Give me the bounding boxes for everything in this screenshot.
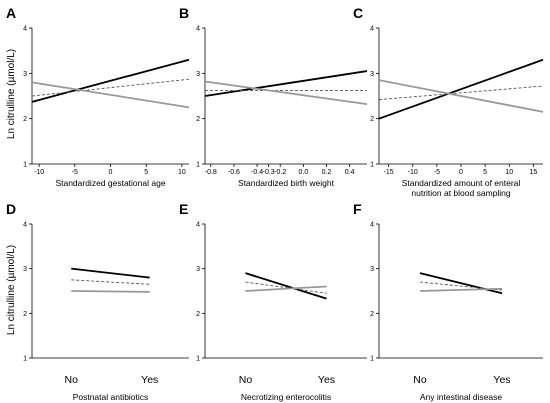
x-axis-label: Standardized amount of enteral	[402, 178, 521, 188]
x-tick-label: -0.2	[274, 169, 286, 176]
category-label: Yes	[318, 374, 335, 386]
x-tick-label: 15	[529, 169, 537, 176]
series-line-black	[71, 267, 150, 279]
x-tick-label: 10	[505, 169, 513, 176]
panel-label: C	[353, 5, 363, 21]
x-tick-label: 5	[144, 169, 148, 176]
series-line-gray	[378, 79, 544, 113]
series-line-dashed	[31, 78, 190, 97]
category-label: No	[65, 374, 79, 386]
x-tick-label: -0.3	[263, 169, 275, 176]
series-line-gray	[245, 285, 327, 292]
y-axis-label-bottom: Ln citrulline (µmol/L)	[6, 245, 17, 335]
x-tick-label: -5	[72, 169, 78, 176]
series-line-gray	[71, 290, 150, 293]
panel-label: A	[6, 5, 16, 21]
series-line-dashed	[245, 281, 327, 294]
y-tick-label: 3	[23, 71, 27, 78]
x-tick-label: -0.8	[205, 169, 217, 176]
x-axis-label: Postnatal antibiotics	[73, 392, 149, 402]
x-axis-label: nutrition at blood sampling	[411, 188, 511, 198]
x-tick-label: 0	[109, 169, 113, 176]
y-axis-label-top: Ln citrulline (µmol/L)	[6, 49, 17, 139]
panel-d: D 1 2 3 4 No Yes Postnatal antibiotics	[6, 201, 189, 402]
y-tick-label: 1	[196, 356, 200, 363]
y-tick-label: 4	[370, 26, 374, 33]
x-tick-label: 10	[178, 169, 186, 176]
x-tick-label: -0.6	[228, 169, 240, 176]
series-line-black	[245, 272, 327, 300]
y-tick-label: 1	[370, 356, 374, 363]
series-line-dashed	[419, 281, 503, 291]
panel-e: E 1 2 3 4 No Yes Necrotizing enterocolitis	[179, 201, 367, 402]
category-label: Yes	[493, 374, 510, 386]
panel-c: C 1 2 3 4 -15 -10 -5 0 5 10 15 Standardized amount o…	[353, 5, 544, 198]
x-tick-label: 0	[459, 169, 463, 176]
x-tick-label: -10	[408, 169, 418, 176]
y-tick-label: 3	[196, 71, 200, 78]
series-line-dashed	[378, 85, 544, 101]
category-label: Yes	[141, 374, 158, 386]
series-line-gray	[419, 287, 503, 292]
panel-label: F	[353, 201, 362, 217]
panel-label: D	[6, 201, 16, 217]
y-tick-label: 2	[196, 311, 200, 318]
series-line-gray	[31, 81, 190, 109]
panel-label: E	[179, 201, 188, 217]
series-line-black	[378, 58, 544, 120]
y-tick-label: 4	[370, 222, 374, 229]
y-tick-label: 1	[23, 356, 27, 363]
x-tick-label: 5	[483, 169, 487, 176]
y-tick-label: 3	[23, 266, 27, 273]
series-line-dashed	[71, 279, 150, 285]
x-axis-label: Standardized gestational age	[55, 178, 165, 188]
series-line-black	[31, 58, 190, 103]
panel-a: A 1 2 3 4 -10 -5 0 5 10 Standardized gestational a…	[6, 5, 190, 188]
y-tick-label: 1	[23, 162, 27, 169]
category-label: No	[239, 374, 253, 386]
y-tick-label: 3	[196, 266, 200, 273]
y-tick-label: 2	[196, 116, 200, 123]
y-tick-label: 2	[370, 116, 374, 123]
x-tick-label: -10	[34, 169, 44, 176]
y-tick-label: 3	[370, 71, 374, 78]
x-axis-label: Necrotizing enterocolitis	[241, 392, 331, 402]
series-line-black	[204, 70, 368, 97]
panel-b: B 1 2 3 4 -0.8 -0.6 -0.4 -0.3 -0.2 0.0 0.2 0.4 Standa…	[179, 5, 368, 188]
panel-f: F 1 2 3 4 No Yes Any intestinal disease	[353, 201, 543, 402]
x-axis-label: Any intestinal disease	[420, 392, 502, 402]
x-axis-label: Standardized birth weight	[238, 178, 335, 188]
series-line-gray	[204, 80, 368, 106]
y-tick-label: 2	[370, 311, 374, 318]
y-tick-label: 2	[23, 311, 27, 318]
x-tick-label: -0.4	[251, 169, 263, 176]
y-tick-label: 1	[196, 162, 200, 169]
x-tick-label: 0.2	[322, 169, 332, 176]
y-tick-label: 4	[23, 26, 27, 33]
category-label: No	[413, 374, 427, 386]
y-tick-label: 3	[370, 266, 374, 273]
x-tick-label: 0.4	[345, 169, 355, 176]
x-tick-label: 0.0	[298, 169, 308, 176]
y-tick-label: 4	[23, 222, 27, 229]
y-tick-label: 4	[196, 26, 200, 33]
y-tick-label: 2	[23, 116, 27, 123]
y-tick-label: 4	[196, 222, 200, 229]
panel-label: B	[179, 5, 189, 21]
y-tick-label: 1	[370, 162, 374, 169]
x-tick-label: -5	[434, 169, 440, 176]
x-tick-label: -15	[384, 169, 394, 176]
